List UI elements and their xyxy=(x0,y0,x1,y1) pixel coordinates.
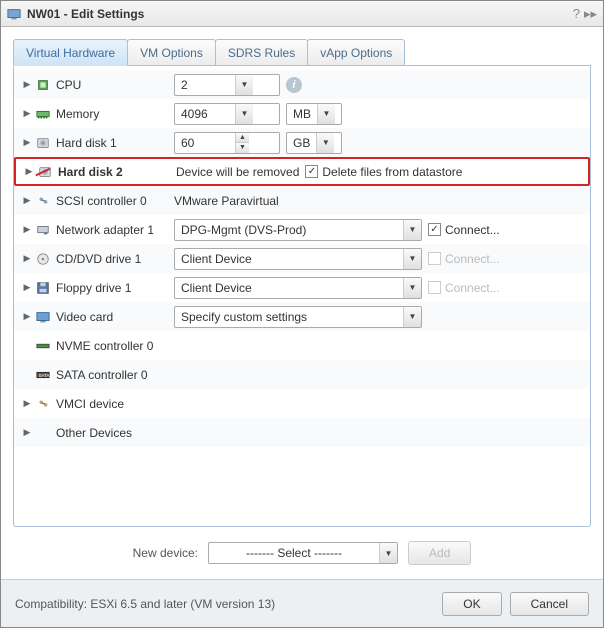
info-icon[interactable]: i xyxy=(286,77,302,93)
expand-icon[interactable]: ▸▸ xyxy=(584,6,597,22)
new-device-row: New device: ------- Select -------▼ Add xyxy=(13,527,591,579)
tab-sdrs-rules[interactable]: SDRS Rules xyxy=(215,39,308,65)
row-cpu: CPU 2▼ i xyxy=(14,70,590,99)
edit-settings-dialog: NW01 - Edit Settings ? ▸▸ Virtual Hardwa… xyxy=(0,0,604,628)
vmci-icon xyxy=(34,397,52,411)
label-memory: Memory xyxy=(52,107,174,121)
scsi-icon xyxy=(34,194,52,208)
add-button: Add xyxy=(408,541,471,565)
row-cd: CD/DVD drive 1 Client Device▼ Connect... xyxy=(14,244,590,273)
expand-cpu[interactable] xyxy=(20,79,34,90)
svg-text:SATA: SATA xyxy=(39,372,50,377)
expand-hd2[interactable] xyxy=(22,166,36,177)
network-adapter-icon xyxy=(34,223,52,237)
row-scsi: SCSI controller 0 VMware Paravirtual xyxy=(14,186,590,215)
compatibility-text: Compatibility: ESXi 6.5 and later (VM ve… xyxy=(15,597,442,611)
hard-disk-icon xyxy=(34,136,52,150)
row-hd1: Hard disk 1 60▲▼ GB▼ xyxy=(14,128,590,157)
floppy-connect-checkbox: Connect... xyxy=(428,281,500,295)
label-video: Video card xyxy=(52,310,174,324)
nvme-icon xyxy=(34,339,52,353)
row-hd2: Hard disk 2 Device will be removed ✓Dele… xyxy=(14,157,590,186)
label-cpu: CPU xyxy=(52,78,174,92)
tab-bar: Virtual Hardware VM Options SDRS Rules v… xyxy=(13,39,591,66)
memory-value-combo[interactable]: 4096▼ xyxy=(174,103,280,125)
label-vmci: VMCI device xyxy=(52,397,174,411)
label-hd2: Hard disk 2 xyxy=(54,165,176,179)
content: Virtual Hardware VM Options SDRS Rules v… xyxy=(1,27,603,579)
hd1-size-spinner[interactable]: 60▲▼ xyxy=(174,132,280,154)
floppy-icon xyxy=(34,281,52,295)
delete-files-checkbox[interactable]: ✓Delete files from datastore xyxy=(305,165,462,179)
cancel-button[interactable]: Cancel xyxy=(510,592,589,616)
expand-floppy[interactable] xyxy=(20,282,34,293)
tab-vm-options[interactable]: VM Options xyxy=(127,39,216,65)
expand-vmci[interactable] xyxy=(20,398,34,409)
help-icon[interactable]: ? xyxy=(573,6,580,21)
memory-icon xyxy=(34,107,52,121)
expand-scsi[interactable] xyxy=(20,195,34,206)
vm-icon xyxy=(7,7,21,21)
cpu-count-combo[interactable]: 2▼ xyxy=(174,74,280,96)
footer: Compatibility: ESXi 6.5 and later (VM ve… xyxy=(1,579,603,627)
hd1-unit-combo[interactable]: GB▼ xyxy=(286,132,342,154)
new-device-combo[interactable]: ------- Select -------▼ xyxy=(208,542,398,564)
label-floppy: Floppy drive 1 xyxy=(52,281,174,295)
label-sata: SATA controller 0 xyxy=(52,368,174,382)
cd-connect-checkbox: Connect... xyxy=(428,252,500,266)
nic-connect-checkbox[interactable]: ✓Connect... xyxy=(428,223,500,237)
row-nic: Network adapter 1 DPG-Mgmt (DVS-Prod)▼ ✓… xyxy=(14,215,590,244)
hd2-remove-msg: Device will be removed xyxy=(176,165,299,179)
nic-network-combo[interactable]: DPG-Mgmt (DVS-Prod)▼ xyxy=(174,219,422,241)
expand-video[interactable] xyxy=(20,311,34,322)
video-settings-combo[interactable]: Specify custom settings▼ xyxy=(174,306,422,328)
expand-other[interactable] xyxy=(20,427,34,438)
ok-button[interactable]: OK xyxy=(442,592,501,616)
label-nvme: NVME controller 0 xyxy=(52,339,174,353)
tab-vapp-options[interactable]: vApp Options xyxy=(307,39,405,65)
new-device-label: New device: xyxy=(133,546,198,560)
label-scsi: SCSI controller 0 xyxy=(52,194,174,208)
row-floppy: Floppy drive 1 Client Device▼ Connect... xyxy=(14,273,590,302)
cpu-icon xyxy=(34,78,52,92)
hardware-panel: CPU 2▼ i Memory 4096▼ MB▼ Hard disk 1 xyxy=(13,66,591,527)
expand-cd[interactable] xyxy=(20,253,34,264)
row-video: Video card Specify custom settings▼ xyxy=(14,302,590,331)
expand-nic[interactable] xyxy=(20,224,34,235)
label-other: Other Devices xyxy=(52,426,174,440)
cd-dvd-icon xyxy=(34,252,52,266)
titlebar: NW01 - Edit Settings ? ▸▸ xyxy=(1,1,603,27)
memory-unit-combo[interactable]: MB▼ xyxy=(286,103,342,125)
row-nvme: NVME controller 0 xyxy=(14,331,590,360)
video-card-icon xyxy=(34,310,52,324)
tab-virtual-hardware[interactable]: Virtual Hardware xyxy=(13,39,128,66)
label-hd1: Hard disk 1 xyxy=(52,136,174,150)
label-cd: CD/DVD drive 1 xyxy=(52,252,174,266)
sata-icon: SATA xyxy=(34,368,52,382)
label-nic: Network adapter 1 xyxy=(52,223,174,237)
hard-disk-removed-icon xyxy=(36,165,54,179)
row-memory: Memory 4096▼ MB▼ xyxy=(14,99,590,128)
expand-hd1[interactable] xyxy=(20,137,34,148)
cd-device-combo[interactable]: Client Device▼ xyxy=(174,248,422,270)
row-vmci: VMCI device xyxy=(14,389,590,418)
row-other: Other Devices xyxy=(14,418,590,447)
window-title: NW01 - Edit Settings xyxy=(27,7,569,21)
expand-memory[interactable] xyxy=(20,108,34,119)
floppy-device-combo[interactable]: Client Device▼ xyxy=(174,277,422,299)
scsi-value: VMware Paravirtual xyxy=(174,194,279,208)
row-sata: SATA SATA controller 0 xyxy=(14,360,590,389)
